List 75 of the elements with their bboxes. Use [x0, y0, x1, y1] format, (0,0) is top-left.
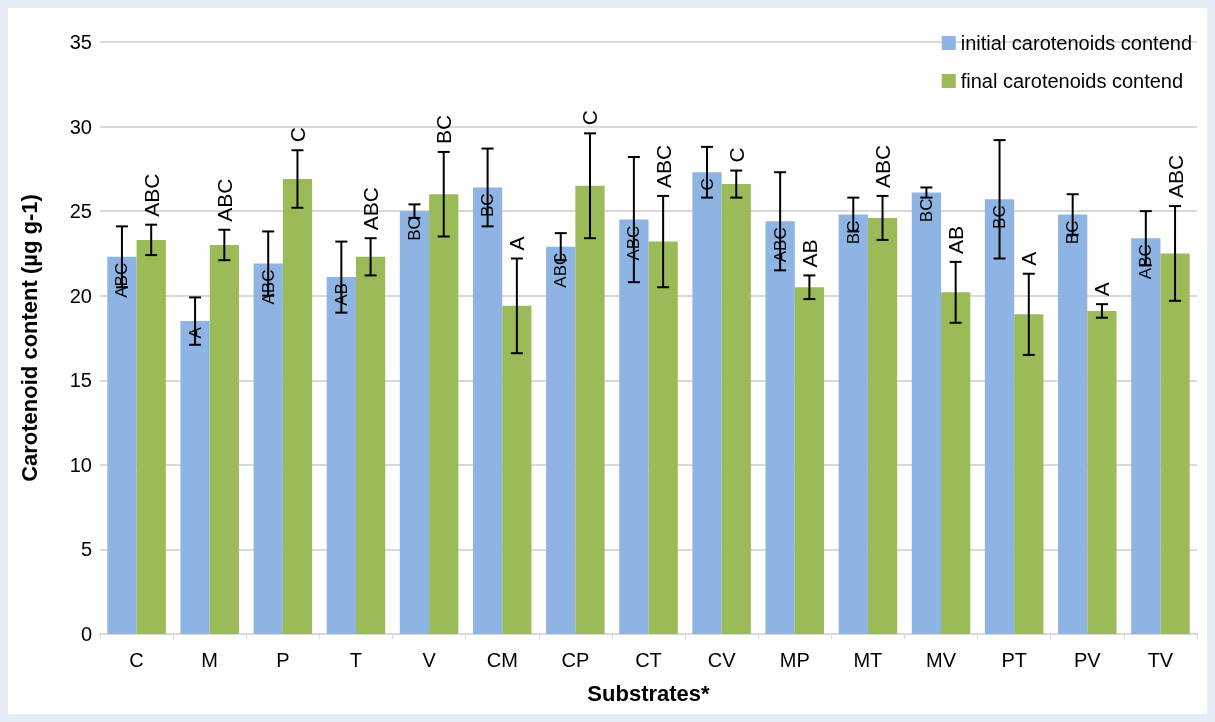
bar [1087, 310, 1117, 634]
y-tick-label: 5 [80, 538, 92, 561]
data-label: ABC [651, 144, 675, 188]
bar [253, 263, 283, 634]
data-label: AB [944, 225, 968, 254]
x-tick-label: V [422, 649, 437, 671]
bar [546, 246, 576, 634]
bar [399, 211, 430, 634]
data-label: C [724, 147, 748, 163]
bar [911, 192, 942, 634]
bar [429, 194, 459, 634]
y-tick-label: 10 [69, 453, 92, 476]
x-tick-label: PT [1001, 649, 1027, 671]
data-label: AB [797, 239, 821, 268]
bar [107, 256, 137, 634]
y-tick-label: 15 [69, 369, 92, 392]
bar [575, 185, 605, 634]
legend-label: initial carotenoids contend [960, 32, 1193, 54]
bar [838, 214, 868, 634]
x-tick-label: CM [486, 649, 518, 671]
x-tick-label: CP [561, 649, 590, 671]
x-tick-label: PV [1073, 649, 1102, 671]
bar [1131, 238, 1161, 634]
data-label: A [505, 236, 529, 251]
data-label: A [1017, 251, 1041, 266]
data-label: ABC [139, 173, 163, 217]
y-tick-label: 20 [69, 284, 92, 307]
bar [282, 179, 313, 634]
x-tick-label: MT [853, 649, 883, 671]
bar [721, 184, 751, 634]
data-label: ABC [1163, 154, 1187, 199]
data-label: BC [404, 217, 424, 241]
bar [1014, 314, 1044, 634]
x-tick-label: T [349, 649, 363, 671]
bar [1058, 214, 1088, 634]
data-label: BC [432, 114, 456, 144]
bar [867, 217, 898, 634]
x-tick-label: M [201, 649, 219, 671]
bar [619, 219, 649, 634]
legend-label: final carotenoids contend [960, 70, 1184, 92]
data-label: BC [916, 198, 936, 223]
bar [502, 305, 532, 634]
x-tick-label: MV [926, 649, 957, 671]
y-tick-label: 25 [69, 200, 92, 223]
data-label: A [1090, 282, 1114, 297]
bar [984, 199, 1015, 634]
bar [472, 187, 503, 634]
bar [941, 292, 971, 634]
data-label: ABC [359, 187, 383, 231]
x-tick-label: CT [635, 649, 662, 671]
x-tick-label: CV [707, 649, 737, 671]
data-label: ABC [212, 178, 236, 222]
bar [209, 244, 239, 634]
data-label: C [578, 110, 602, 126]
x-tick-label: C [129, 649, 144, 671]
bar [326, 277, 356, 634]
x-axis-title: Substrates* [587, 680, 711, 706]
bar [765, 221, 795, 634]
y-tick-label: 30 [69, 115, 92, 138]
bar [794, 287, 825, 634]
x-tick-label: TV [1147, 649, 1174, 671]
y-axis-title: Carotenoid content (µg g-1) [16, 194, 42, 482]
y-tick-label: 35 [69, 31, 92, 53]
bar [355, 256, 386, 634]
bar [136, 239, 166, 634]
data-label: ABC [551, 252, 571, 288]
bar [180, 321, 210, 634]
x-tick-label: P [276, 649, 290, 671]
data-label: ABC [871, 144, 895, 188]
bar [692, 172, 722, 634]
bar [648, 241, 678, 634]
data-label: C [285, 127, 309, 143]
x-tick-label: MP [779, 649, 810, 671]
y-tick-label: 0 [80, 623, 92, 645]
bar [1160, 253, 1190, 634]
